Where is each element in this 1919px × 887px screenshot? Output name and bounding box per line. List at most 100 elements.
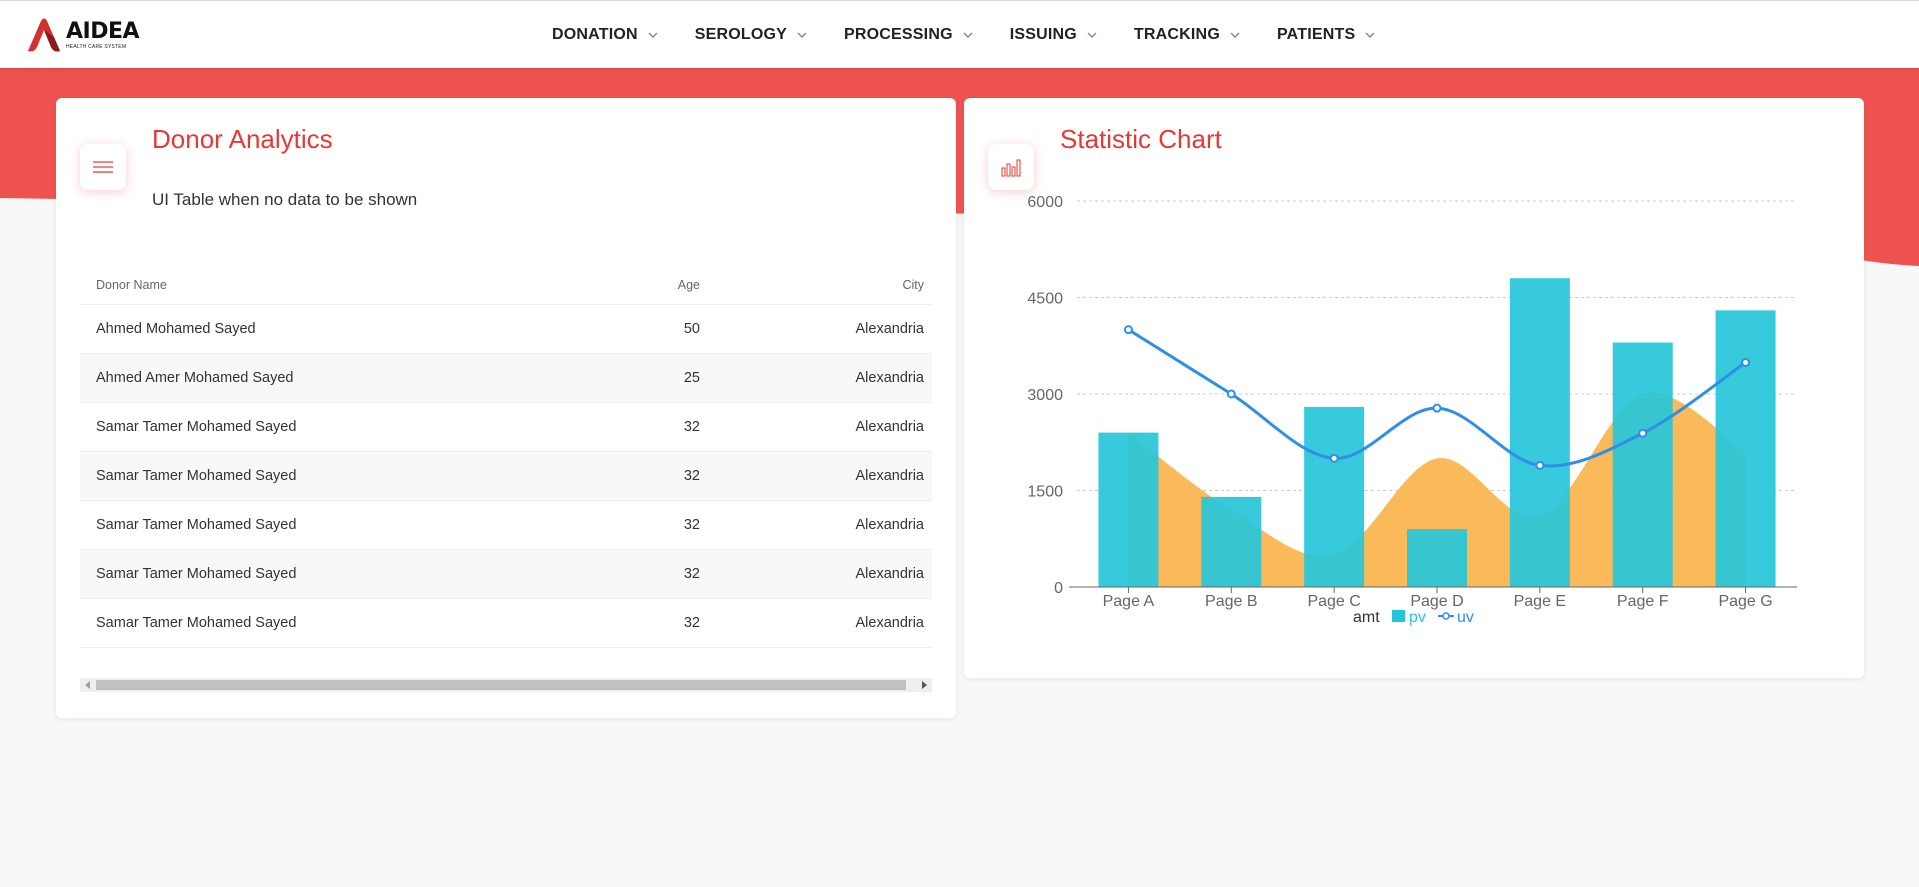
legend-label-uv[interactable]: uv bbox=[1457, 609, 1474, 626]
nav-item-issuing[interactable]: ISSUING bbox=[1010, 26, 1098, 44]
cell-donor-name: Samar Tamer Mohamed Sayed bbox=[96, 517, 297, 533]
legend-label-pv[interactable]: pv bbox=[1409, 609, 1426, 626]
y-tick-label: 3000 bbox=[1027, 387, 1063, 404]
uv-point[interactable] bbox=[1123, 325, 1133, 335]
main-nav-menu: DONATION SEROLOGY PROCESSING ISSUING TRA… bbox=[552, 1, 1412, 69]
cell-donor-name: Samar Tamer Mohamed Sayed bbox=[96, 468, 297, 484]
pv-bar[interactable] bbox=[1407, 529, 1467, 587]
donor-analytics-title: Donor Analytics bbox=[152, 124, 333, 154]
x-tick-label: Page F bbox=[1617, 593, 1669, 610]
top-navbar: AIDEA HEALTH CARE SYSTEM DONATION SEROLO… bbox=[0, 0, 1919, 68]
scroll-left-arrow-icon[interactable] bbox=[85, 681, 90, 689]
cell-donor-name: Samar Tamer Mohamed Sayed bbox=[96, 615, 297, 631]
table-row[interactable]: Samar Tamer Mohamed Sayed 32 Alexandria bbox=[80, 452, 932, 501]
cell-city: Alexandria bbox=[855, 517, 924, 533]
cell-age: 32 bbox=[683, 615, 700, 631]
amt-area-series bbox=[1128, 392, 1746, 587]
table-row[interactable]: Samar Tamer Mohamed Sayed 32 Alexandria bbox=[80, 501, 932, 550]
statistic-chart-card: Statistic Chart 0 1500 3000 4500 6000 Page A P… bbox=[964, 98, 1864, 678]
nav-item-patients[interactable]: PATIENTS bbox=[1277, 26, 1376, 44]
uv-point[interactable] bbox=[1535, 460, 1545, 470]
nav-label: TRACKING bbox=[1133, 26, 1220, 43]
y-tick-label: 0 bbox=[1054, 580, 1063, 597]
column-header-age[interactable]: Age bbox=[677, 277, 700, 292]
uv-point[interactable] bbox=[1741, 357, 1751, 367]
x-tick-label: Page D bbox=[1410, 593, 1463, 610]
chart-axes: 0 1500 3000 4500 6000 Page A Page B Page C Page … bbox=[1027, 194, 1797, 610]
pv-bar-series bbox=[1098, 278, 1776, 587]
pv-bar[interactable] bbox=[1715, 310, 1776, 587]
cell-age: 32 bbox=[683, 566, 700, 582]
table-row[interactable]: Samar Tamer Mohamed Sayed 32 Alexandria bbox=[80, 599, 932, 648]
cell-city: Alexandria bbox=[855, 468, 924, 484]
table-row[interactable]: Ahmed Amer Mohamed Sayed 25 Alexandria bbox=[80, 354, 932, 403]
x-tick-label: Page C bbox=[1307, 593, 1360, 610]
pv-bar[interactable] bbox=[1201, 496, 1262, 587]
nav-label: SEROLOGY bbox=[694, 26, 788, 43]
chevron-down-icon bbox=[963, 32, 973, 38]
table-row[interactable]: Samar Tamer Mohamed Sayed 32 Alexandria bbox=[80, 550, 932, 599]
y-tick-label: 1500 bbox=[1027, 484, 1063, 501]
pv-bar[interactable] bbox=[1612, 342, 1673, 587]
uv-point[interactable] bbox=[1432, 403, 1442, 413]
pv-bar[interactable] bbox=[1304, 406, 1365, 587]
cell-donor-name: Samar Tamer Mohamed Sayed bbox=[96, 419, 297, 435]
uv-point[interactable] bbox=[1329, 453, 1339, 463]
nav-label: ISSUING bbox=[1009, 26, 1077, 43]
statistic-chart: 0 1500 3000 4500 6000 Page A Page B Page C Page … bbox=[1027, 194, 1797, 626]
cell-age: 32 bbox=[683, 517, 700, 533]
nav-label: DONATION bbox=[552, 26, 638, 43]
bar-chart-icon bbox=[1001, 159, 1021, 177]
donor-analytics-subtitle: UI Table when no data to be shown bbox=[152, 190, 418, 209]
cell-age: 32 bbox=[683, 419, 700, 435]
cell-age: 50 bbox=[683, 321, 700, 337]
chevron-down-icon bbox=[1230, 32, 1240, 38]
x-tick-label: Page G bbox=[1718, 593, 1772, 610]
cell-city: Alexandria bbox=[855, 321, 924, 337]
card-icon-box bbox=[988, 144, 1034, 190]
nav-item-tracking[interactable]: TRACKING bbox=[1134, 26, 1241, 44]
scrollbar-thumb[interactable] bbox=[96, 680, 906, 690]
table-horizontal-scrollbar[interactable] bbox=[80, 678, 932, 692]
nav-item-processing[interactable]: PROCESSING bbox=[844, 26, 974, 44]
legend-label-amt[interactable]: amt bbox=[1353, 609, 1380, 626]
uv-point[interactable] bbox=[1226, 389, 1236, 399]
table-row[interactable]: Samar Tamer Mohamed Sayed 32 Alexandria bbox=[80, 403, 932, 452]
column-header-city[interactable]: City bbox=[902, 277, 924, 292]
nav-item-donation[interactable]: DONATION bbox=[552, 26, 659, 44]
chevron-down-icon bbox=[1087, 32, 1097, 38]
cell-age: 25 bbox=[683, 370, 700, 386]
x-tick-label: Page A bbox=[1103, 593, 1155, 610]
amt-area bbox=[1128, 392, 1746, 587]
statistic-chart-title: Statistic Chart bbox=[1060, 124, 1222, 154]
cell-donor-name: Ahmed Mohamed Sayed bbox=[96, 321, 256, 337]
logo-subtitle: HEALTH CARE SYSTEM bbox=[66, 43, 127, 50]
donor-analytics-card: Donor Analytics UI Table when no data to… bbox=[56, 98, 956, 718]
x-tick-label: Page E bbox=[1514, 593, 1566, 610]
uv-point[interactable] bbox=[1638, 428, 1648, 438]
chevron-down-icon bbox=[797, 32, 807, 38]
scroll-right-arrow-icon[interactable] bbox=[922, 681, 927, 689]
card-icon-box bbox=[80, 144, 126, 190]
pv-bar[interactable] bbox=[1098, 432, 1159, 587]
aidea-logo-icon bbox=[28, 18, 60, 52]
cell-age: 32 bbox=[683, 468, 700, 484]
chart-legend: amt pv uv bbox=[1353, 609, 1474, 626]
nav-label: PATIENTS bbox=[1276, 26, 1356, 43]
legend-swatch-uv-point bbox=[1442, 612, 1450, 620]
app-logo[interactable]: AIDEA HEALTH CARE SYSTEM bbox=[24, 15, 140, 55]
uv-line-series bbox=[1123, 325, 1751, 470]
table-row[interactable]: Ahmed Mohamed Sayed 50 Alexandria bbox=[80, 305, 932, 354]
logo-name: AIDEA bbox=[66, 18, 140, 44]
donor-table: Donor Name Age City Ahmed Mohamed Sayed … bbox=[80, 265, 932, 648]
legend-swatch-pv bbox=[1392, 610, 1405, 622]
nav-item-serology[interactable]: SEROLOGY bbox=[695, 26, 808, 44]
x-tick-label: Page B bbox=[1205, 593, 1257, 610]
menu-icon bbox=[93, 161, 113, 173]
chevron-down-icon bbox=[648, 32, 658, 38]
column-header-donor-name[interactable]: Donor Name bbox=[96, 277, 167, 292]
pv-bar[interactable] bbox=[1509, 278, 1570, 587]
cell-city: Alexandria bbox=[855, 615, 924, 631]
cell-city: Alexandria bbox=[855, 566, 924, 582]
cell-donor-name: Samar Tamer Mohamed Sayed bbox=[96, 566, 297, 582]
